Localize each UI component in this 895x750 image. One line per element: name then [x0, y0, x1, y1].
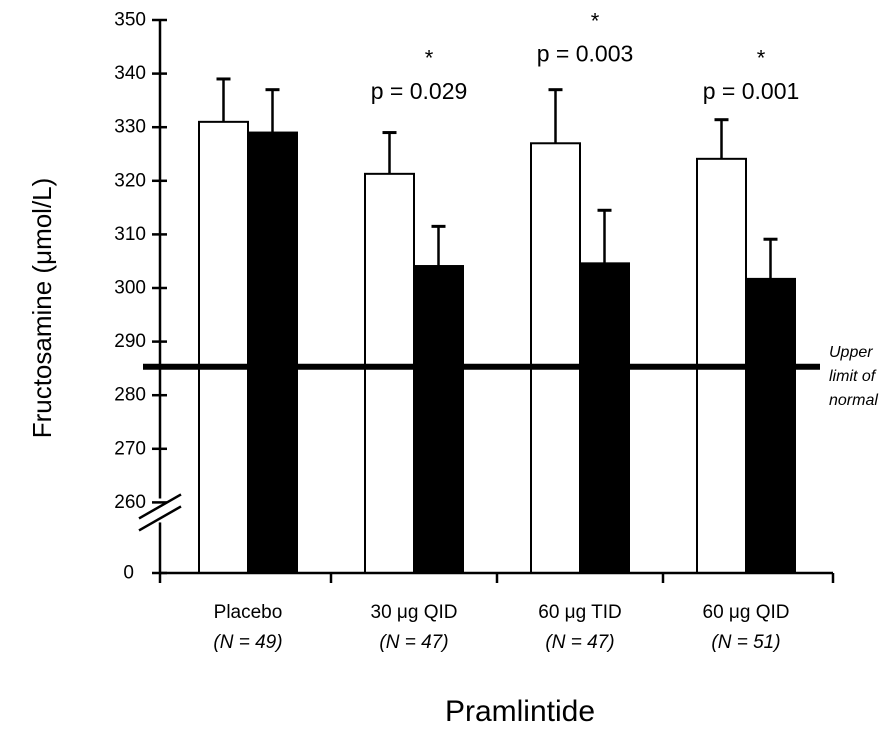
p-value-label-3: p = 0.003 — [537, 40, 634, 66]
bar-filled-1 — [247, 131, 298, 574]
y-tick-label: 340 — [114, 63, 146, 84]
category-label-3: 60 μg TID — [538, 602, 621, 623]
significance-star-4: * — [757, 46, 766, 71]
category-label-2: 30 μg QID — [371, 602, 458, 623]
y-tick-label-zero: 0 — [123, 563, 134, 584]
axis-break-mark-2 — [138, 505, 182, 532]
x-axis-title: Pramlintide — [445, 695, 595, 728]
y-tick-label: 330 — [114, 117, 146, 138]
y-tick-label: 350 — [114, 10, 146, 31]
y-tick-label: 260 — [114, 492, 146, 513]
axis-break-mark-1 — [138, 493, 182, 520]
y-tick-label: 280 — [114, 385, 146, 406]
bar-open-3 — [530, 142, 581, 574]
category-n-label-1: (N = 49) — [213, 632, 282, 653]
category-label-4: 60 μg QID — [703, 602, 790, 623]
y-tick-label: 300 — [114, 278, 146, 299]
bar-filled-2 — [413, 265, 464, 574]
category-n-label-2: (N = 47) — [379, 632, 448, 653]
category-label-1: Placebo — [214, 602, 283, 623]
bar-open-2 — [364, 172, 415, 574]
p-value-label-2: p = 0.029 — [371, 78, 468, 104]
significance-star-2: * — [425, 46, 434, 71]
category-n-label-4: (N = 51) — [711, 632, 780, 653]
y-axis-title: Fructosamine (μmol/L) — [27, 178, 57, 439]
reference-line-label-3: normal — [829, 392, 878, 409]
y-tick-label: 310 — [114, 224, 146, 245]
p-value-label-4: p = 0.001 — [703, 78, 800, 104]
significance-star-3: * — [591, 9, 600, 34]
reference-line-label-1: Upper — [829, 344, 873, 361]
category-n-label-3: (N = 47) — [545, 632, 614, 653]
bar-filled-4 — [745, 277, 796, 574]
bar-open-1 — [198, 120, 249, 574]
reference-line-label-2: limit of — [829, 368, 877, 385]
bar-filled-3 — [579, 262, 630, 574]
y-tick-label: 320 — [114, 170, 146, 191]
y-tick-label: 290 — [114, 331, 146, 352]
y-tick-label: 270 — [114, 438, 146, 459]
